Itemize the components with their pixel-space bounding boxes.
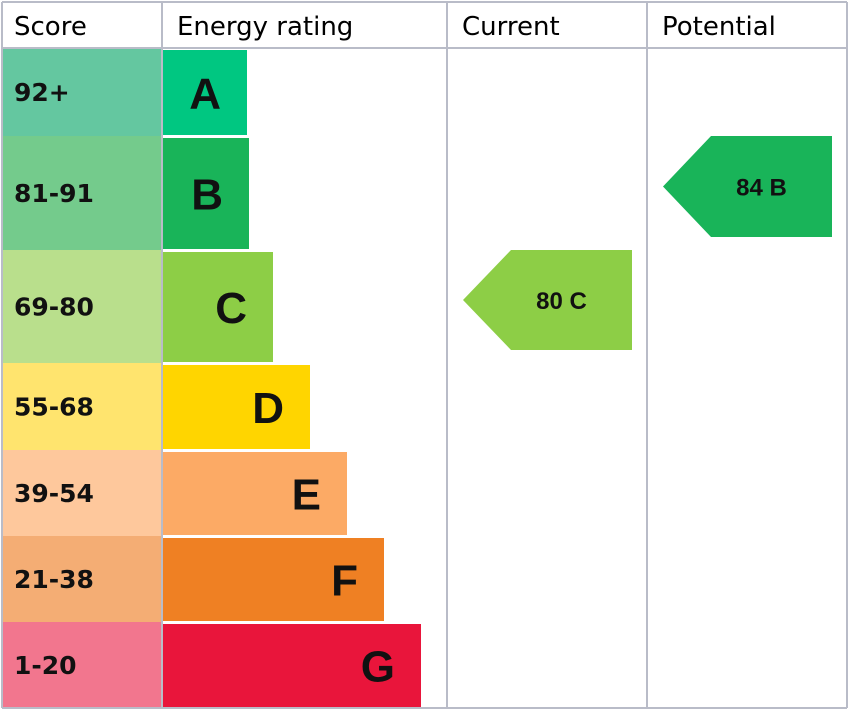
rating-letter-c: C [215, 284, 247, 333]
score-cell-c [2, 250, 162, 363]
score-range-b: 81-91 [14, 179, 94, 208]
header-current: Current [462, 12, 560, 42]
header-energy-rating: Energy rating [177, 12, 353, 42]
score-cell-e [2, 450, 162, 536]
potential-rating-arrow [663, 136, 832, 237]
rating-letter-b: B [191, 171, 223, 220]
rating-letter-g: G [361, 643, 395, 692]
rating-bar-d [162, 365, 310, 449]
score-range-d: 55-68 [14, 393, 94, 422]
score-cell-f [2, 536, 162, 622]
rating-letter-d: D [252, 384, 284, 433]
rating-bar-g [162, 624, 421, 707]
rating-bar-a [162, 50, 247, 135]
rating-bar-f [162, 538, 384, 621]
score-cell-d [2, 363, 162, 450]
score-range-f: 21-38 [14, 565, 94, 594]
rating-letter-a: A [189, 70, 221, 119]
score-cell-a [2, 48, 162, 136]
rating-bar-b [162, 138, 249, 249]
rating-bar-c [162, 252, 273, 362]
rating-letter-e: E [292, 471, 321, 520]
potential-rating-label: 84 B [736, 175, 787, 202]
score-cell-b [2, 136, 162, 250]
header-potential: Potential [662, 12, 776, 42]
score-range-a: 92+ [14, 78, 70, 107]
current-rating-label: 80 C [536, 288, 587, 315]
score-range-e: 39-54 [14, 479, 94, 508]
score-range-g: 1-20 [14, 651, 77, 680]
header-score: Score [14, 12, 87, 42]
score-range-c: 69-80 [14, 293, 94, 322]
rating-bar-e [162, 452, 347, 535]
score-cell-g [2, 622, 162, 708]
current-rating-arrow [463, 250, 632, 350]
rating-letter-f: F [331, 557, 358, 606]
